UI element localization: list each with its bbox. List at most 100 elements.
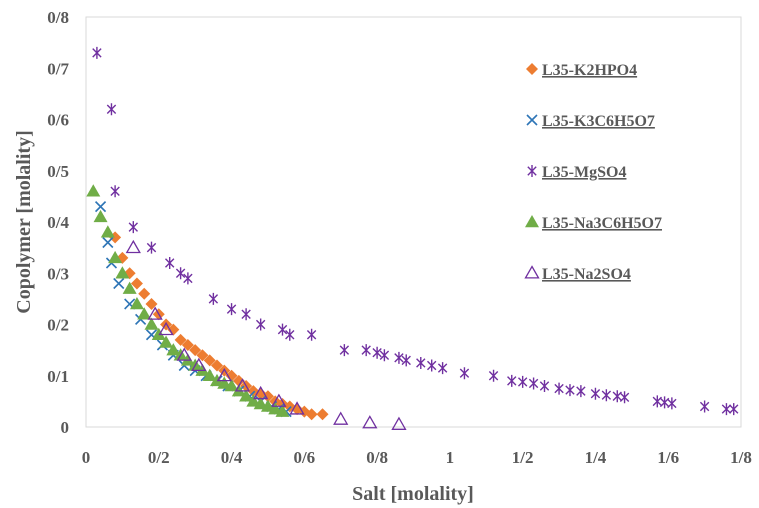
- data-point-l35-mgso4: [106, 103, 117, 116]
- data-point-l35-mgso4: [226, 303, 237, 316]
- data-point-l35-k2hpo4: [232, 374, 245, 387]
- data-point-l35-mgso4: [255, 318, 266, 331]
- x-tick-label: 0/2: [148, 448, 170, 467]
- x-tick-label: 0/6: [293, 448, 315, 467]
- data-point-l35-na2so4: [362, 415, 378, 429]
- legend-label: L35-K3C6H5O7: [542, 113, 655, 130]
- legend-label: L35-Na3C6H5O7: [542, 215, 662, 232]
- data-point-l35-na3c6h5o7: [129, 297, 144, 310]
- data-point-l35-na3c6h5o7: [166, 343, 181, 356]
- data-point-l35-mgso4: [164, 257, 175, 269]
- data-point-l35-mgso4: [619, 391, 630, 404]
- data-point-l35-k3c6h5o7: [102, 236, 114, 249]
- data-point-l35-na2so4: [176, 347, 192, 361]
- data-point-l35-na2so4: [391, 416, 407, 430]
- data-point-l35-k2hpo4: [305, 408, 318, 421]
- data-point-l35-mgso4: [565, 384, 575, 397]
- data-point-l35-mgso4: [416, 356, 426, 369]
- data-point-l35-k2hpo4: [130, 277, 143, 290]
- legend: L35-K2HPO4 L35-K3C6H5O7 L35-MgSO4 L35-Na3C6…: [524, 62, 662, 283]
- y-axis-ticks: 0 0/1 0/2 0/3 0/4 0/5 0/6 0/7 0/8: [47, 8, 69, 437]
- data-point-l35-mgso4: [539, 380, 550, 392]
- data-point-l35-na3c6h5o7: [86, 184, 101, 197]
- data-point-l35-k2hpo4: [145, 298, 158, 310]
- legend-label: L35-K2HPO4: [542, 62, 637, 79]
- y-tick-label: 0/7: [47, 59, 69, 78]
- data-point-l35-mgso4: [667, 397, 677, 410]
- x-axis-ticks: 0 0/2 0/4 0/6 0/8 1 1/2 1/4 1/6 1/8: [82, 448, 752, 467]
- data-point-l35-mgso4: [488, 369, 499, 382]
- data-point-l35-mgso4: [183, 272, 193, 285]
- data-point-l35-na2so4: [216, 367, 232, 382]
- data-point-l35-k2hpo4: [167, 323, 180, 336]
- data-point-l35-na3c6h5o7: [239, 389, 254, 402]
- data-point-l35-mgso4: [601, 389, 612, 402]
- legend-label: L35-Na2SO4: [542, 266, 631, 283]
- x-tick-label: 0/8: [366, 448, 388, 467]
- data-point-l35-k2hpo4: [138, 287, 151, 300]
- data-point-l35-mgso4: [554, 382, 564, 395]
- data-point-l35-na3c6h5o7: [159, 335, 174, 348]
- legend-marker: [526, 114, 538, 126]
- data-point-l35-mgso4: [277, 323, 288, 336]
- data-point-l35-mgso4: [437, 362, 448, 375]
- data-point-l35-mgso4: [459, 367, 470, 380]
- data-point-l35-mgso4: [241, 308, 251, 321]
- x-axis-title: Salt [molality]: [352, 483, 474, 505]
- data-point-l35-mgso4: [699, 400, 710, 413]
- legend-label: L35-MgSO4: [542, 164, 626, 181]
- data-point-l35-k3c6h5o7: [113, 277, 125, 290]
- data-point-l35-k2hpo4: [203, 354, 216, 367]
- data-point-l35-mgso4: [208, 292, 219, 305]
- data-point-l35-k2hpo4: [261, 390, 274, 403]
- data-point-l35-k2hpo4: [196, 349, 209, 362]
- x-tick-label: 1/6: [657, 448, 679, 467]
- data-point-l35-mgso4: [361, 344, 371, 357]
- data-point-l35-mgso4: [92, 46, 102, 59]
- data-point-l35-na3c6h5o7: [202, 368, 217, 381]
- data-point-l35-mgso4: [110, 185, 120, 198]
- data-point-l35-na2so4: [234, 378, 251, 392]
- x-tick-label: 1/4: [585, 448, 607, 467]
- data-point-l35-na3c6h5o7: [151, 327, 166, 340]
- data-point-l35-na2so4: [289, 401, 305, 415]
- y-tick-label: 0/5: [47, 162, 69, 181]
- legend-marker: [524, 265, 540, 279]
- data-point-l35-na3c6h5o7: [115, 266, 130, 279]
- data-point-l35-k2hpo4: [211, 359, 223, 372]
- data-point-l35-na2so4: [158, 321, 174, 336]
- y-tick-label: 0/2: [47, 316, 69, 335]
- y-tick-label: 0/8: [47, 8, 69, 27]
- data-point-l35-mgso4: [128, 221, 139, 234]
- data-point-l35-na3c6h5o7: [275, 404, 290, 417]
- data-point-l35-k2hpo4: [174, 333, 187, 346]
- data-point-l35-mgso4: [339, 344, 350, 357]
- data-point-l35-na2so4: [253, 385, 269, 400]
- data-point-l35-mgso4: [379, 349, 390, 362]
- y-tick-label: 0/4: [47, 213, 69, 232]
- data-point-l35-na2so4: [125, 239, 141, 254]
- data-point-l35-na3c6h5o7: [108, 250, 123, 264]
- data-point-l35-na2so4: [271, 393, 287, 407]
- data-point-l35-mgso4: [426, 359, 437, 372]
- data-point-l35-k2hpo4: [189, 344, 202, 357]
- data-point-l35-mgso4: [576, 385, 586, 398]
- data-point-l35-mgso4: [372, 346, 382, 359]
- data-point-l35-na3c6h5o7: [224, 379, 239, 392]
- data-point-l35-k3c6h5o7: [94, 201, 107, 213]
- data-point-l35-mgso4: [285, 328, 295, 341]
- y-tick-label: 0/1: [47, 367, 69, 386]
- x-tick-label: 1/8: [730, 448, 752, 467]
- y-axis-title: Copolymer [molality]: [13, 130, 35, 314]
- data-point-l35-mgso4: [507, 374, 517, 387]
- data-point-l35-k2hpo4: [225, 369, 238, 382]
- data-point-l35-na2so4: [333, 411, 349, 425]
- data-point-l35-na2so4: [191, 357, 207, 372]
- x-tick-label: 1: [446, 448, 455, 467]
- data-point-l35-mgso4: [175, 267, 186, 280]
- data-point-l35-na2so4: [147, 306, 163, 320]
- y-tick-label: 0: [61, 418, 70, 437]
- data-point-l35-na3c6h5o7: [122, 281, 137, 294]
- x-tick-label: 1/2: [512, 448, 534, 467]
